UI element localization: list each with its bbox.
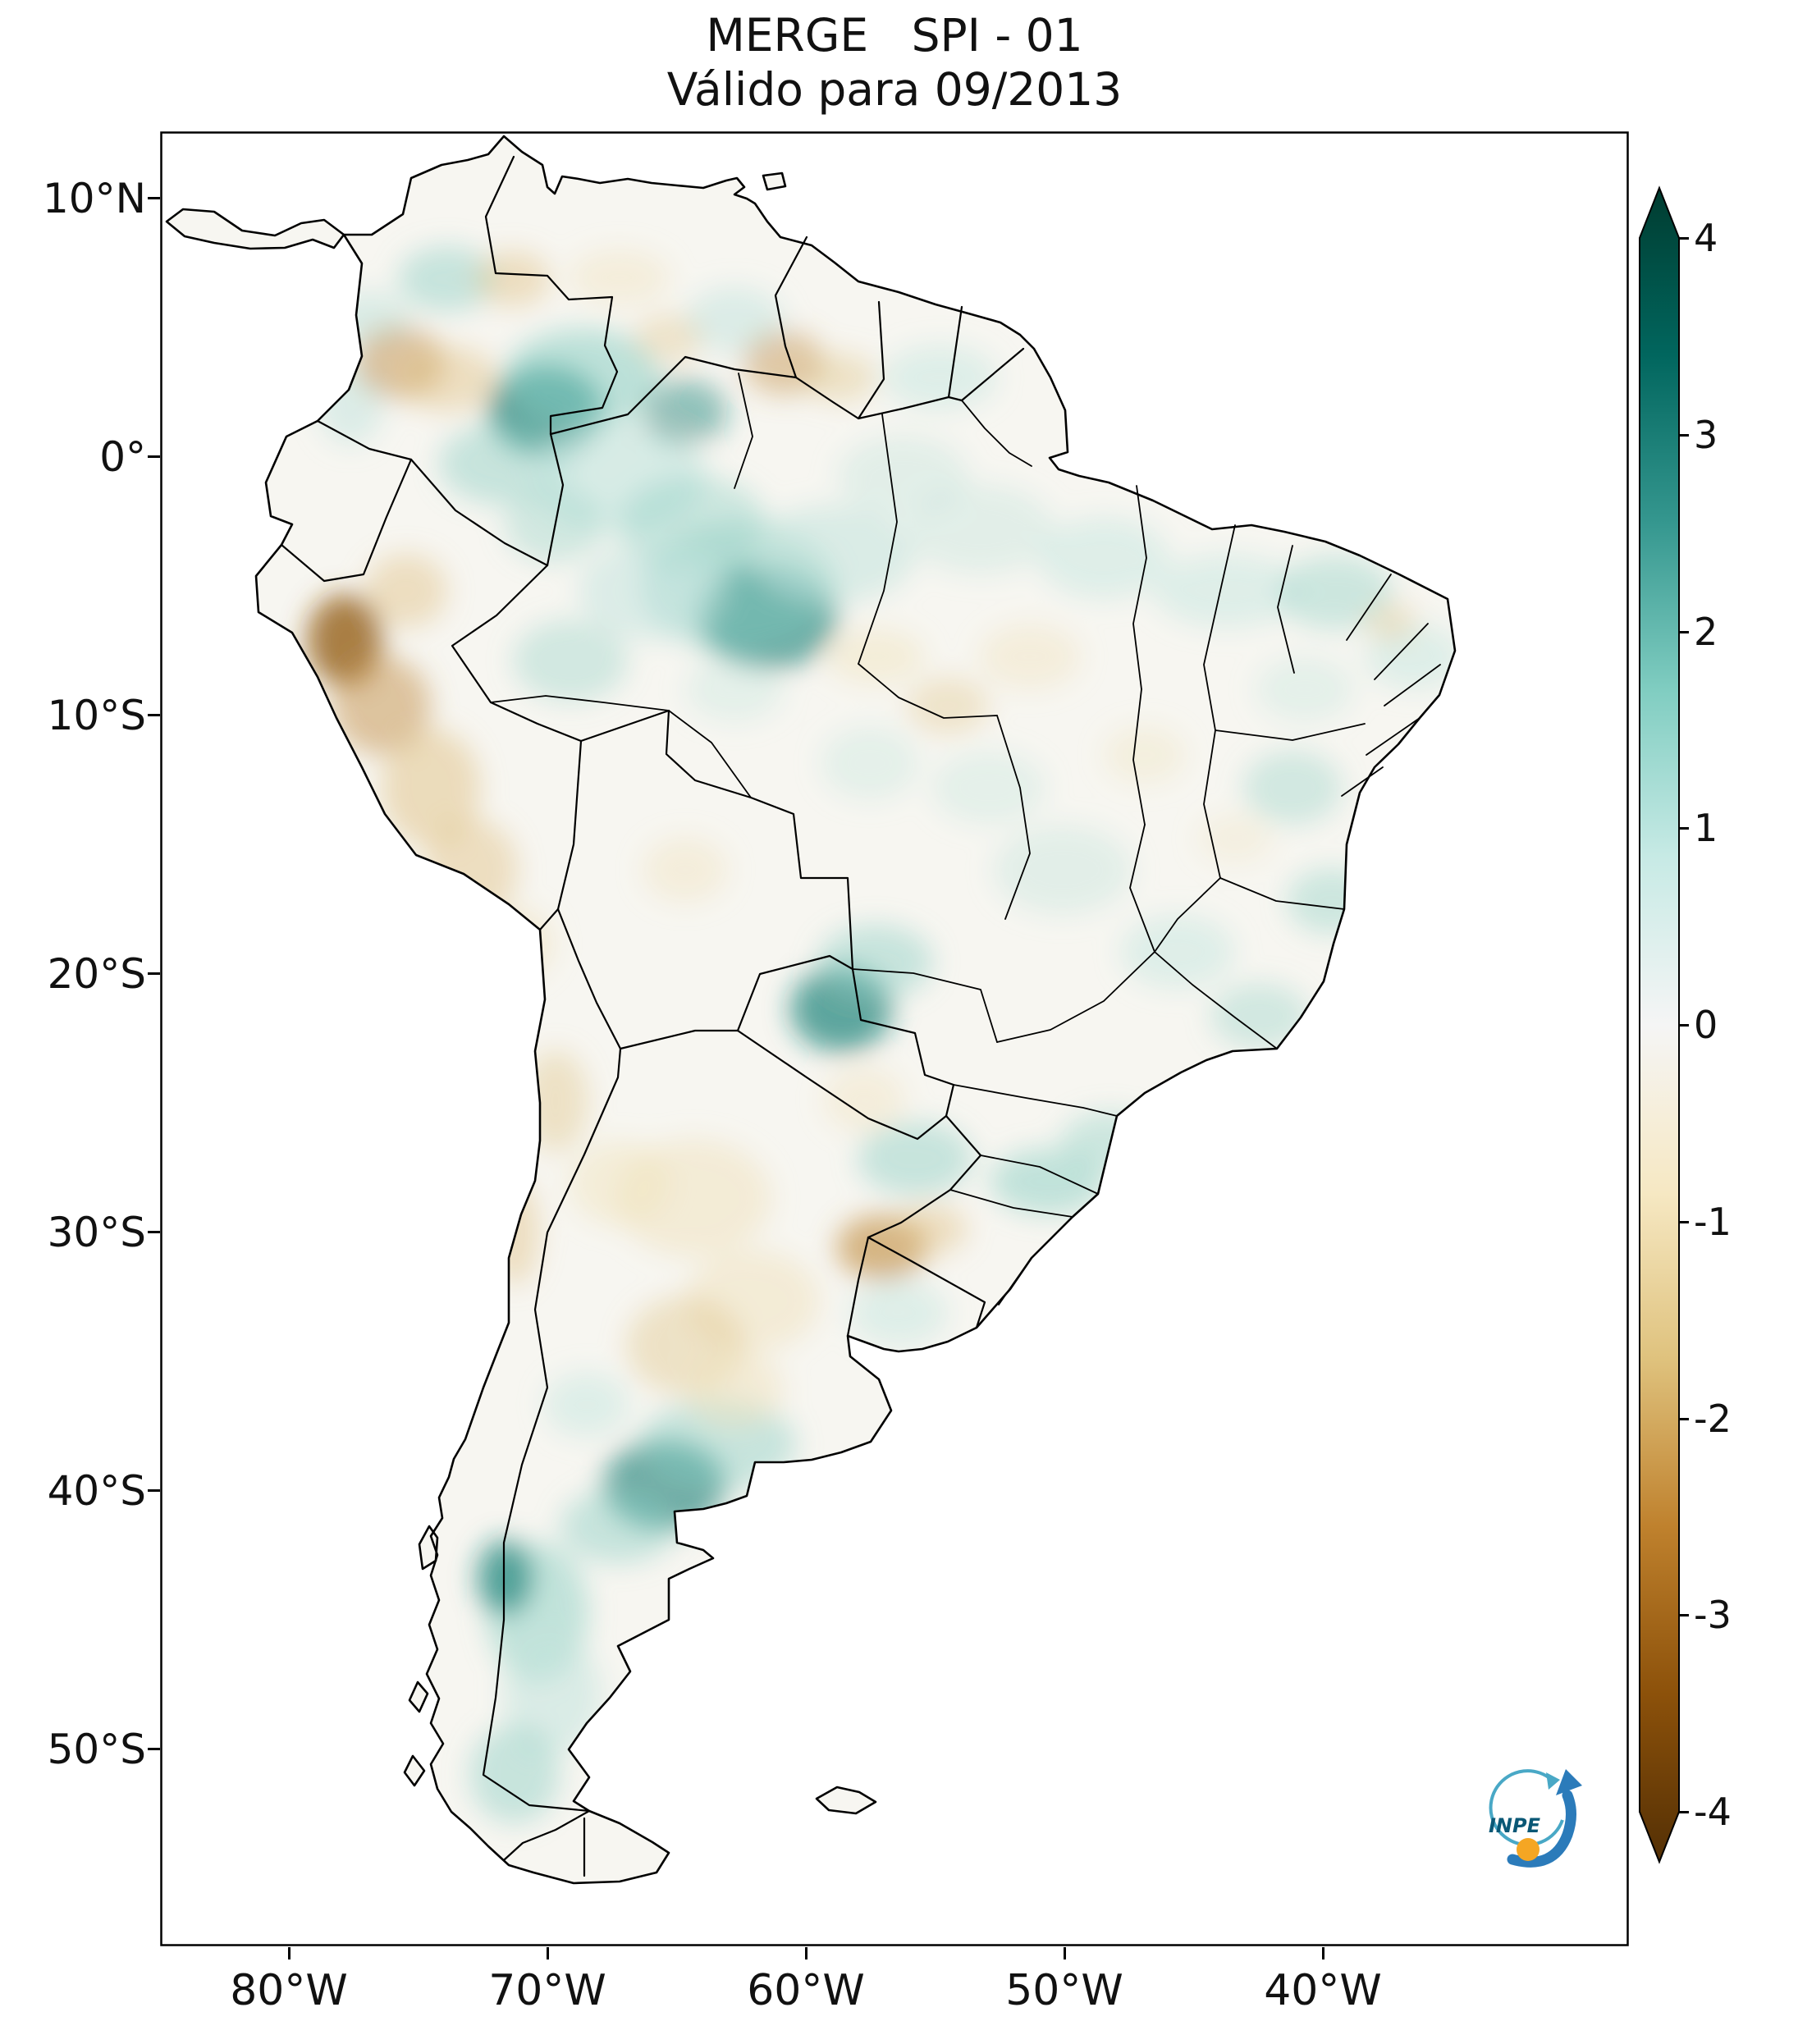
spi-anomaly-blobs — [307, 246, 1455, 1823]
y-tick-label: 50°S — [47, 1726, 146, 1773]
colorbar-tick-label: 0 — [1694, 1003, 1718, 1047]
y-tick-mark — [148, 972, 160, 975]
y-tick-label: 20°S — [47, 950, 146, 998]
colorbar-gradient-bar — [1639, 185, 1680, 1864]
y-tick-mark — [148, 1231, 160, 1233]
south-america-spi-map — [160, 131, 1629, 1946]
y-tick-label: 0° — [99, 433, 146, 481]
x-tick-label: 60°W — [747, 1966, 865, 2015]
y-tick-mark — [148, 714, 160, 716]
colorbar-tick-mark — [1679, 1418, 1689, 1420]
colorbar-tick-label: -3 — [1694, 1593, 1732, 1637]
logo-text: INPE — [1489, 1814, 1541, 1837]
colorbar-tick-label: 2 — [1694, 610, 1718, 654]
colorbar-tick-mark — [1679, 1811, 1689, 1813]
y-tick-label: 40°S — [47, 1467, 146, 1515]
colorbar-tick-mark — [1679, 631, 1689, 633]
colorbar-tick-mark — [1679, 1614, 1689, 1616]
logo-swoosh-arrow — [1507, 1790, 1576, 1868]
spi-field — [167, 136, 1455, 1883]
inpe-logo: INPE — [1489, 1769, 1582, 1868]
chart-subtitle: Válido para 09/2013 — [666, 63, 1123, 116]
y-tick-mark — [148, 455, 160, 458]
y-tick-label: 10°S — [47, 692, 146, 739]
coastline — [165, 135, 1457, 1885]
colorbar-tick-mark — [1679, 237, 1689, 240]
y-tick-label: 10°N — [42, 175, 146, 222]
state-borders — [490, 373, 1441, 1306]
x-tick-label: 70°W — [488, 1966, 606, 2015]
y-tick-label: 30°S — [47, 1209, 146, 1256]
colorbar-tick-mark — [1679, 827, 1689, 830]
logo-ring-arrow — [1489, 1769, 1564, 1847]
x-tick-label: 40°W — [1264, 1966, 1382, 2015]
y-tick-mark — [148, 197, 160, 199]
x-tick-label: 80°W — [230, 1966, 348, 2015]
colorbar-tick-label: -4 — [1694, 1790, 1732, 1834]
y-tick-mark — [148, 1748, 160, 1750]
colorbar-tick-mark — [1679, 1024, 1689, 1027]
x-tick-mark — [288, 1947, 291, 1959]
colorbar — [1639, 185, 1680, 1864]
figure-header: MERGE SPI - 01 Válido para 09/2013 — [160, 8, 1629, 117]
colorbar-tick-label: 4 — [1694, 216, 1718, 260]
plot-frame — [160, 131, 1629, 1946]
x-tick-mark — [1322, 1947, 1324, 1959]
country-borders — [280, 155, 1025, 1877]
colorbar-tick-mark — [1679, 1221, 1689, 1223]
logo-swoosh-arrowhead-icon — [1556, 1769, 1582, 1795]
logo-orange-sphere-icon — [1517, 1838, 1540, 1861]
logo-ring-arrowhead-icon — [1546, 1772, 1560, 1790]
x-tick-mark — [1064, 1947, 1066, 1959]
colorbar-tick-label: -2 — [1694, 1397, 1732, 1441]
x-tick-mark — [805, 1947, 807, 1959]
colorbar-tick-label: -1 — [1694, 1200, 1732, 1244]
colorbar-tick-label: 1 — [1694, 806, 1718, 850]
colorbar-tick-label: 3 — [1694, 413, 1718, 457]
chart-title: MERGE SPI - 01 — [706, 9, 1083, 62]
x-tick-mark — [547, 1947, 549, 1959]
x-tick-label: 50°W — [1005, 1966, 1123, 2015]
y-tick-mark — [148, 1489, 160, 1492]
colorbar-tick-mark — [1679, 434, 1689, 437]
